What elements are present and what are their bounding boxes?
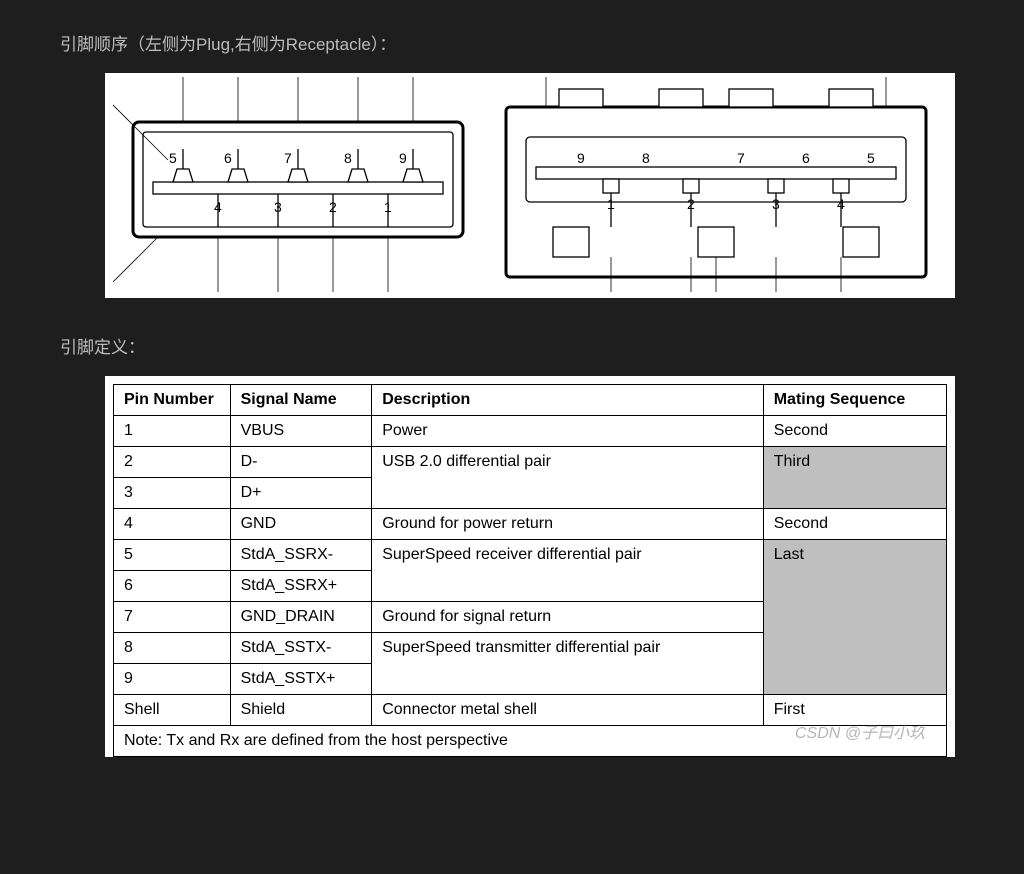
cell-pin: 3 bbox=[114, 478, 231, 509]
cell-pin: 9 bbox=[114, 664, 231, 695]
cell-signal: GND bbox=[230, 509, 372, 540]
cell-pin: 4 bbox=[114, 509, 231, 540]
svg-text:3: 3 bbox=[772, 196, 780, 212]
col-header: Description bbox=[372, 385, 764, 416]
cell-pin: 5 bbox=[114, 540, 231, 571]
pin-table-wrap: Pin NumberSignal NameDescriptionMating S… bbox=[105, 376, 955, 757]
table-row: 5StdA_SSRX-SuperSpeed receiver different… bbox=[114, 540, 947, 571]
cell-desc: SuperSpeed transmitter differential pair bbox=[372, 633, 764, 695]
cell-mate: Third bbox=[763, 447, 946, 509]
note-row: Note: Tx and Rx are defined from the hos… bbox=[114, 726, 947, 757]
svg-text:5: 5 bbox=[867, 150, 875, 166]
pin-definition-table: Pin NumberSignal NameDescriptionMating S… bbox=[113, 384, 947, 757]
cell-pin: 2 bbox=[114, 447, 231, 478]
col-header: Signal Name bbox=[230, 385, 372, 416]
plug-diagram: 5 6 7 8 9 4 3 2 1 bbox=[113, 77, 483, 292]
receptacle-diagram: 9 8 7 6 5 1 2 3 4 bbox=[491, 77, 941, 292]
svg-text:9: 9 bbox=[399, 150, 407, 166]
svg-text:8: 8 bbox=[344, 150, 352, 166]
cell-desc: Ground for power return bbox=[372, 509, 764, 540]
cell-signal: GND_DRAIN bbox=[230, 602, 372, 633]
cell-desc: Ground for signal return bbox=[372, 602, 764, 633]
table-row: ShellShieldConnector metal shellFirst bbox=[114, 695, 947, 726]
pin-order-heading: 引脚顺序（左侧为Plug,右侧为Receptacle）： bbox=[60, 30, 964, 55]
svg-text:5: 5 bbox=[169, 150, 177, 166]
col-header: Mating Sequence bbox=[763, 385, 946, 416]
cell-signal: D+ bbox=[230, 478, 372, 509]
cell-signal: Shield bbox=[230, 695, 372, 726]
note-cell: Note: Tx and Rx are defined from the hos… bbox=[114, 726, 947, 757]
cell-signal: StdA_SSTX+ bbox=[230, 664, 372, 695]
svg-text:6: 6 bbox=[224, 150, 232, 166]
cell-signal: StdA_SSRX- bbox=[230, 540, 372, 571]
svg-text:3: 3 bbox=[274, 199, 282, 215]
svg-text:8: 8 bbox=[642, 150, 650, 166]
cell-pin: 6 bbox=[114, 571, 231, 602]
cell-desc: USB 2.0 differential pair bbox=[372, 447, 764, 509]
cell-signal: StdA_SSRX+ bbox=[230, 571, 372, 602]
cell-desc: Power bbox=[372, 416, 764, 447]
pin-def-heading: 引脚定义： bbox=[60, 333, 964, 358]
cell-mate: Last bbox=[763, 540, 946, 695]
svg-text:1: 1 bbox=[607, 196, 615, 212]
svg-text:6: 6 bbox=[802, 150, 810, 166]
svg-text:7: 7 bbox=[737, 150, 745, 166]
cell-mate: Second bbox=[763, 416, 946, 447]
svg-text:9: 9 bbox=[577, 150, 585, 166]
table-row: 2D-USB 2.0 differential pairThird bbox=[114, 447, 947, 478]
cell-mate: Second bbox=[763, 509, 946, 540]
cell-signal: StdA_SSTX- bbox=[230, 633, 372, 664]
cell-pin: 8 bbox=[114, 633, 231, 664]
cell-mate: First bbox=[763, 695, 946, 726]
col-header: Pin Number bbox=[114, 385, 231, 416]
svg-text:2: 2 bbox=[687, 196, 695, 212]
svg-text:4: 4 bbox=[837, 196, 845, 212]
cell-pin: 1 bbox=[114, 416, 231, 447]
cell-pin: 7 bbox=[114, 602, 231, 633]
table-row: 4GNDGround for power returnSecond bbox=[114, 509, 947, 540]
table-row: 1VBUSPowerSecond bbox=[114, 416, 947, 447]
svg-text:2: 2 bbox=[329, 199, 337, 215]
svg-text:7: 7 bbox=[284, 150, 292, 166]
cell-pin: Shell bbox=[114, 695, 231, 726]
pin-order-diagram: 5 6 7 8 9 4 3 2 1 9 8 7 6 5 1 2 3 4 bbox=[105, 73, 955, 298]
cell-signal: VBUS bbox=[230, 416, 372, 447]
cell-signal: D- bbox=[230, 447, 372, 478]
svg-text:4: 4 bbox=[214, 199, 222, 215]
cell-desc: SuperSpeed receiver differential pair bbox=[372, 540, 764, 602]
cell-desc: Connector metal shell bbox=[372, 695, 764, 726]
svg-text:1: 1 bbox=[384, 199, 392, 215]
